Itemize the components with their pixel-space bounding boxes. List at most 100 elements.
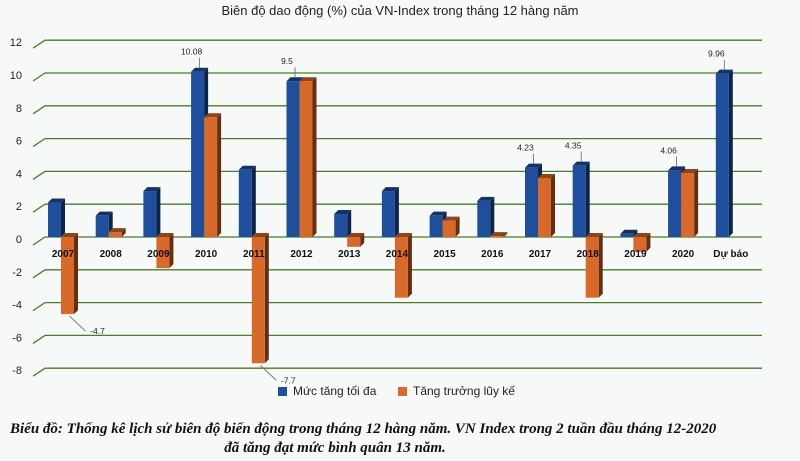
bar-top [251, 233, 269, 237]
x-tick-label: 2017 [529, 249, 552, 260]
x-tick-label: 2010 [195, 249, 218, 260]
bar-max-2019 [620, 233, 634, 237]
y-tick-label: 4 [16, 168, 22, 180]
y-tick-label: 6 [16, 136, 22, 148]
gridline [32, 334, 762, 344]
bar-max-2020 [668, 170, 682, 237]
y-tick-label: 10 [10, 70, 22, 82]
x-tick-label: Dự báo [713, 249, 748, 260]
bar-max-Dự báo [715, 73, 729, 237]
x-tick-label: 2019 [624, 249, 647, 260]
bar-cumulative-2008 [108, 232, 122, 237]
bar-max-2011 [238, 169, 252, 237]
legend-swatch-orange [398, 386, 407, 396]
caption-line-1: Biểu đồ: Thống kê lịch sử biên độ biến đ… [10, 421, 717, 437]
data-label: 9.5 [281, 56, 293, 66]
bar-side [169, 233, 174, 269]
bar-top [429, 211, 447, 216]
gridline [32, 170, 762, 180]
bar-max-2009 [143, 191, 157, 237]
gridline [32, 301, 762, 312]
legend-label: Tăng trưởng lũy kế [413, 384, 515, 398]
bar-top [108, 228, 126, 233]
bar-top [620, 229, 638, 234]
bar-top [394, 233, 412, 237]
caption-line-2: đã tăng đạt mức bình quân 13 năm. [224, 440, 446, 456]
bar-cumulative-2009 [156, 237, 170, 269]
bar-side [394, 187, 399, 237]
bar-max-2012 [286, 81, 300, 237]
legend-swatch-blue [278, 386, 287, 396]
bar-top [156, 233, 174, 237]
bar-top [715, 69, 733, 74]
bar-max-2007 [48, 202, 61, 237]
bar-top [538, 173, 555, 178]
bar-side [347, 210, 352, 237]
legend-label: Mức tăng tối đa [293, 384, 377, 398]
y-tick-label: -8 [12, 365, 22, 377]
x-tick-label: 2015 [433, 249, 456, 260]
chart-title: Biên độ dao động (%) của VN-Index trong … [221, 3, 579, 18]
bar-cumulative-2013 [347, 237, 361, 247]
bar-side [490, 196, 495, 237]
bar-cumulative-2015 [442, 220, 456, 237]
bar-side [728, 69, 733, 237]
bar-cumulative-2018 [585, 237, 599, 298]
bar-top [238, 165, 256, 170]
data-label-leader [69, 315, 86, 332]
gridline [32, 367, 762, 377]
y-tick-label: -4 [12, 300, 22, 312]
bar-side [217, 113, 222, 237]
bar-cumulative-2012 [299, 81, 313, 237]
bar-max-2015 [429, 215, 443, 237]
bar-cumulative-2007 [61, 237, 74, 315]
bar-side [646, 233, 651, 252]
bar-top [525, 163, 542, 168]
bar-top [668, 166, 686, 171]
bar-top [191, 67, 209, 72]
bar-top [490, 232, 508, 237]
gridline [32, 236, 762, 246]
bar-cumulative-2017 [538, 177, 551, 237]
x-tick-label: 2012 [290, 249, 313, 260]
bar-top [299, 77, 317, 82]
gridline [32, 137, 762, 148]
bar-side [694, 169, 699, 237]
data-label: 10.08 [181, 47, 203, 57]
data-label: -4.7 [90, 326, 105, 336]
data-label: 4.06 [660, 145, 677, 155]
bar-top [381, 187, 399, 192]
legend-item-max: Mức tăng tối đa [278, 384, 376, 398]
bar-max-2010 [191, 71, 205, 237]
bar-side [407, 233, 412, 298]
x-tick-label: 2009 [147, 249, 170, 260]
bar-top [334, 210, 352, 215]
gridline [32, 269, 762, 279]
bar-cumulative-2010 [204, 117, 218, 237]
gridline [32, 203, 762, 213]
bar-max-2018 [572, 165, 586, 237]
bar-top [572, 161, 590, 166]
data-label: 4.35 [565, 141, 582, 151]
x-tick-label: 2014 [386, 249, 409, 260]
bar-cumulative-2011 [251, 237, 265, 364]
bar-top [143, 187, 161, 192]
bar-top [61, 233, 78, 237]
bar-side [633, 229, 638, 237]
bar-cumulative-2020 [681, 173, 695, 237]
x-tick-label: 2020 [672, 249, 695, 260]
bar-cumulative-2016 [490, 236, 504, 238]
bar-top [477, 196, 495, 201]
bar-max-2008 [95, 215, 109, 237]
bar-side [121, 228, 126, 237]
bar-side [360, 233, 365, 247]
bar-side [598, 233, 603, 298]
bar-top [95, 211, 113, 216]
data-label: 9.96 [708, 49, 725, 59]
legend-item-cumulative: Tăng trưởng lũy kế [398, 384, 515, 398]
bar-top [681, 169, 699, 174]
bar-side [61, 198, 65, 237]
y-tick-label: -6 [12, 332, 22, 344]
bar-max-2014 [381, 191, 395, 237]
